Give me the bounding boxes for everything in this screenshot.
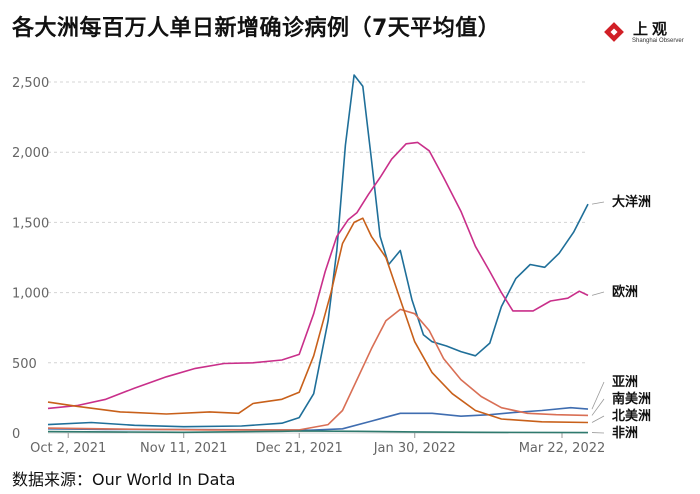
y-tick-label: 0 — [12, 427, 20, 442]
series-label-connector — [591, 201, 605, 205]
series-line-0 — [47, 74, 589, 428]
series-line-3 — [47, 308, 589, 431]
source-note: 数据来源：Our World In Data — [12, 470, 236, 489]
site-logo: 上观 Shanghai Observer — [603, 18, 698, 52]
y-tick-label: 1,000 — [12, 287, 49, 302]
y-tick-label: 2,000 — [12, 146, 49, 161]
x-tick-label: Nov 11, 2021 — [140, 441, 227, 456]
chart-title: 各大洲每百万人单日新增确诊病例（7天平均值） — [12, 16, 501, 41]
x-tick-label: Jan 30, 2022 — [373, 441, 456, 456]
series-label: 大洋洲 — [612, 194, 651, 210]
series-label: 北美洲 — [612, 408, 651, 424]
line-chart: 0 500 1,000 1,500 2,000 2,500 Oct 2, 2021 Nov … — [12, 74, 651, 456]
series-label: 非洲 — [612, 425, 638, 441]
series-line-1 — [47, 141, 589, 410]
grid-lines — [48, 81, 588, 434]
series-label: 南美洲 — [612, 391, 651, 407]
x-axis-ticks: Oct 2, 2021 Nov 11, 2021 Dec 21, 2021 Jan 3… — [30, 433, 605, 456]
logo-subtext: Shanghai Observer — [632, 38, 684, 44]
x-tick-label: Oct 2, 2021 — [30, 441, 106, 456]
x-tick-label: Dec 21, 2021 — [256, 441, 343, 456]
y-axis-ticks: 0 500 1,000 1,500 2,000 2,500 — [12, 76, 49, 442]
series-label-connector — [591, 291, 605, 296]
series-line-4 — [47, 217, 589, 424]
series-label-connector — [591, 415, 605, 423]
y-tick-label: 1,500 — [12, 216, 49, 231]
series-lines — [47, 74, 589, 434]
y-tick-label: 500 — [12, 357, 37, 372]
x-tick-label: Mar 22, 2022 — [519, 441, 606, 456]
series-label: 亚洲 — [612, 375, 638, 390]
series-label-connector — [591, 381, 605, 410]
logo-text: 上观 — [633, 20, 672, 38]
logo-mark-icon — [604, 22, 624, 42]
y-tick-label: 2,500 — [12, 76, 49, 91]
series-label-connector — [591, 398, 605, 416]
series-line-5 — [47, 430, 589, 434]
series-label: 欧洲 — [612, 284, 638, 300]
